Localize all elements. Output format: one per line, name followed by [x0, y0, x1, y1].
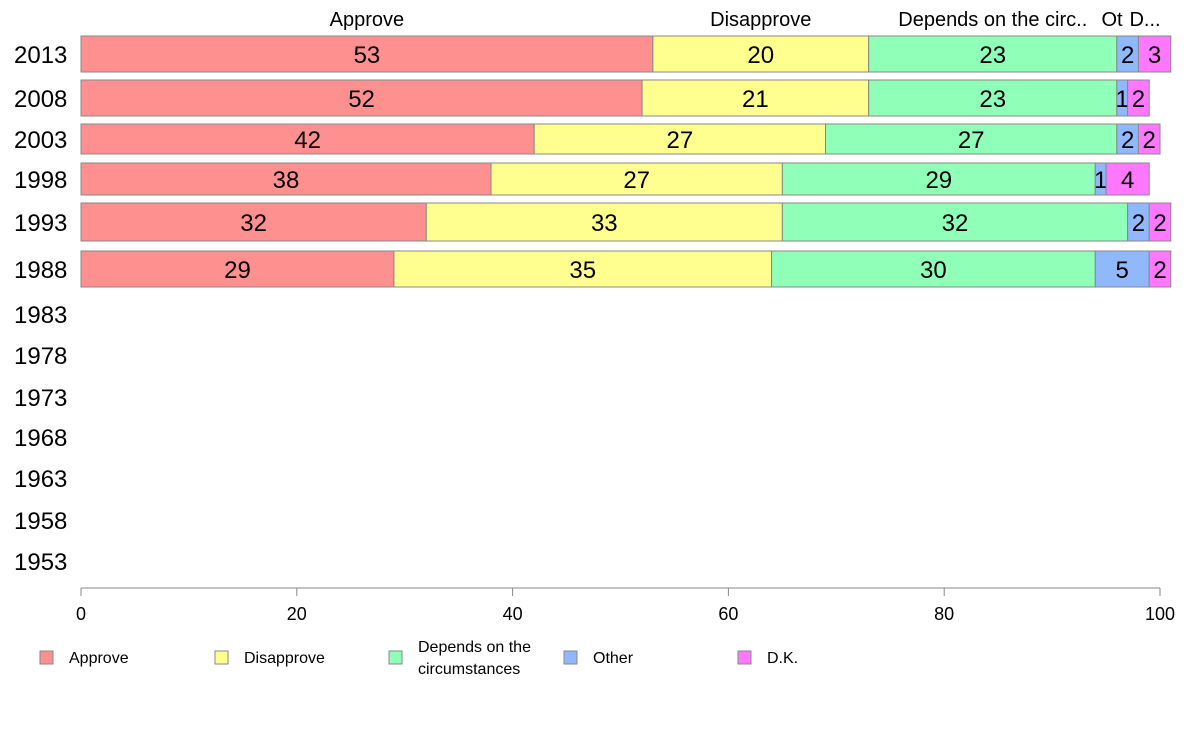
bar-2003-d-k [1137, 123, 1161, 155]
data-label-1988-depends-on-the-circumstances: 30 [920, 257, 947, 284]
bar-2013-disapprove [652, 35, 870, 73]
column-label-1: Approve [330, 9, 405, 31]
x-tick-label-100: 100 [1145, 604, 1175, 624]
legend: Approve Disapprove Depends on the circumsta… [39, 639, 798, 678]
data-label-2003-depends-on-the-circumstances: 27 [958, 127, 985, 154]
data-label-2013-d-k: 3 [1148, 42, 1161, 69]
y-tick-label-1958: 1958 [14, 508, 67, 535]
bar-2013-approve [80, 35, 654, 73]
bar-2013-depends-on-the-circumstances [868, 35, 1118, 73]
legend-label-approve: Approve [69, 650, 129, 667]
data-label-2008-d-k: 2 [1132, 86, 1145, 113]
data-label-2008-approve: 52 [348, 86, 375, 113]
data-label-2013-disapprove: 20 [747, 42, 774, 69]
data-label-1988-other: 5 [1116, 257, 1129, 284]
bar-1993-d-k [1148, 202, 1172, 242]
data-label-2008-depends-on-the-circumstances: 23 [979, 86, 1006, 113]
legend-swatch-disapprove [214, 650, 229, 665]
data-label-2003-other: 2 [1121, 127, 1134, 154]
data-label-1993-disapprove: 33 [591, 210, 618, 237]
y-tick-label-1963: 1963 [14, 466, 67, 493]
x-tick-label-20: 20 [287, 604, 307, 624]
bar-1988-approve [80, 250, 395, 288]
data-label-1993-other: 2 [1132, 210, 1145, 237]
column-label-3: Depends on the circ.. [898, 9, 1087, 31]
data-label-2003-d-k: 2 [1143, 127, 1156, 154]
y-tick-label-1993: 1993 [14, 210, 67, 237]
data-label-1988-disapprove: 35 [569, 257, 596, 284]
y-tick-label-2008: 2008 [14, 86, 67, 113]
y-tick-label-1998: 1998 [14, 167, 67, 194]
legend-swatch-d-k [737, 650, 752, 665]
bars: 53 20 23 2 352 21 23 1 242 27 27 2 238 27 29 1 432 33 32 2 2… [80, 35, 1172, 288]
x-tick-label-80: 80 [934, 604, 954, 624]
legend-label-depends-on-the-circumstances: Depends on the circumstances [418, 639, 531, 678]
data-label-2003-disapprove: 27 [666, 127, 693, 154]
x-tick-label-0: 0 [76, 604, 86, 624]
legend-swatch-other [563, 650, 578, 665]
y-tick-label-1978: 1978 [14, 343, 67, 370]
column-label-5: D... [1129, 9, 1160, 31]
data-label-2013-approve: 53 [354, 42, 381, 69]
bar-2008-approve [80, 79, 643, 117]
bar-1988-other [1094, 250, 1150, 288]
bar-2013-d-k [1137, 35, 1172, 73]
y-tick-label-1983: 1983 [14, 302, 67, 329]
column-label-2: Disapprove [710, 9, 811, 31]
legend-label-d-k: D.K. [767, 650, 798, 667]
y-tick-label-1968: 1968 [14, 425, 67, 452]
column-label-4: Ot [1101, 9, 1123, 31]
bar-1988-depends-on-the-circumstances [771, 250, 1096, 288]
data-label-2013-other: 2 [1121, 42, 1134, 69]
bar-2008-d-k [1127, 79, 1150, 117]
data-label-1988-approve: 29 [224, 257, 251, 284]
x-tick-label-40: 40 [503, 604, 523, 624]
data-label-2008-other: 1 [1116, 86, 1129, 113]
y-tick-label-2003: 2003 [14, 127, 67, 154]
legend-label-other: Other [593, 650, 634, 667]
y-tick-label-1988: 1988 [14, 257, 67, 284]
data-label-1993-approve: 32 [240, 210, 267, 237]
y-tick-label-2013: 2013 [14, 42, 67, 69]
bar-1998-approve [80, 162, 492, 196]
data-label-1998-d-k: 4 [1121, 167, 1134, 194]
bar-2008-depends-on-the-circumstances [868, 79, 1118, 117]
y-tick-label-1953: 1953 [14, 549, 67, 576]
x-axis: 0 20 40 60 80 100 [76, 587, 1175, 624]
bar-2003-depends-on-the-circumstances [825, 123, 1118, 155]
data-label-2013-depends-on-the-circumstances: 23 [979, 42, 1006, 69]
y-tick-label-1973: 1973 [14, 385, 67, 412]
data-label-2008-disapprove: 21 [742, 86, 769, 113]
bar-1998-d-k [1105, 162, 1150, 196]
column-labels: Approve Disapprove Depends on the circ.. Ot… [330, 9, 1161, 31]
bar-2003-approve [80, 123, 535, 155]
bar-1993-disapprove [425, 202, 783, 242]
bar-1993-depends-on-the-circumstances [781, 202, 1129, 242]
data-label-2003-approve: 42 [294, 127, 321, 154]
data-label-1988-d-k: 2 [1153, 257, 1166, 284]
x-tick-label-60: 60 [718, 604, 738, 624]
data-label-1998-disapprove: 27 [623, 167, 650, 194]
bar-1993-approve [80, 202, 427, 242]
data-label-1998-approve: 38 [273, 167, 300, 194]
bar-1988-d-k [1148, 250, 1172, 288]
data-label-1993-depends-on-the-circumstances: 32 [942, 210, 969, 237]
data-label-1998-other: 1 [1094, 167, 1107, 194]
bar-1998-depends-on-the-circumstances [781, 162, 1096, 196]
bar-2008-disapprove [641, 79, 870, 117]
legend-swatch-approve [39, 650, 54, 665]
legend-label-disapprove: Disapprove [244, 650, 325, 667]
data-label-1993-d-k: 2 [1153, 210, 1166, 237]
y-axis: 2013 2008 2003 1998 1993 1988 1983 1978 1973 1968… [14, 42, 67, 576]
data-label-1998-depends-on-the-circumstances: 29 [925, 167, 952, 194]
legend-swatch-depends-on-the-circumstances [388, 650, 403, 665]
